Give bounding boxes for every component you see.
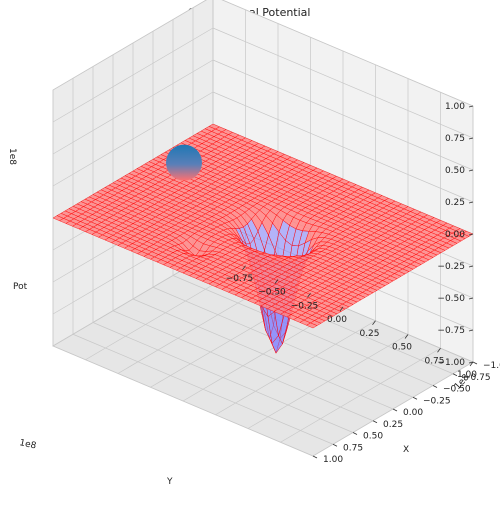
z-tick-mark xyxy=(468,265,474,268)
z-tick-mark xyxy=(468,105,474,108)
x-tick-label: 1.00 xyxy=(323,455,343,465)
z-tick-label: −0.75 xyxy=(437,326,465,336)
y-axis-label: Y xyxy=(166,477,173,487)
z-axis-ticks: −1.00 −0.75 −0.50 −0.25 0.00 0.25 0.50 0.75 1.00 xyxy=(437,102,474,368)
z-tick-label: 1.00 xyxy=(445,102,465,112)
y-tick-mark xyxy=(339,306,344,312)
x-tick-mark xyxy=(452,373,458,377)
z-tick-label: −0.25 xyxy=(437,262,465,272)
x-tick-label: −1.00 xyxy=(483,361,500,371)
y-tick-label: −0.25 xyxy=(291,301,319,311)
x-tick-mark xyxy=(392,408,398,412)
z-axis-label: Pot xyxy=(13,282,28,292)
x-tick-mark xyxy=(472,361,478,365)
mass-body xyxy=(166,144,202,181)
y-tick-label: 1.00 xyxy=(457,370,477,380)
y-tick-label: −0.75 xyxy=(226,274,254,284)
y-tick-mark xyxy=(404,334,409,339)
y-axis-ticks: −0.75 −0.50 −0.25 0.00 0.25 0.50 0.75 1.00 xyxy=(226,265,477,380)
x-tick-label: −0.75 xyxy=(463,373,491,383)
z-tick-mark xyxy=(468,361,474,364)
x-tick-mark xyxy=(372,420,378,424)
y-tick-mark xyxy=(437,348,441,353)
y-scale-label: 1e8 xyxy=(18,438,37,451)
x-tick-label: 0.00 xyxy=(403,408,423,418)
z-tick-label: −1.00 xyxy=(437,358,465,368)
y-tick-mark xyxy=(469,361,474,367)
z-tick-mark xyxy=(468,201,474,204)
x-tick-mark xyxy=(412,396,418,400)
y-tick-label: 0.25 xyxy=(359,329,379,339)
z-tick-label: 0.25 xyxy=(445,198,465,208)
x-tick-label: −0.25 xyxy=(423,396,451,406)
x-axis-label: X xyxy=(403,445,409,455)
z-tick-mark xyxy=(468,329,474,332)
z-tick-label: 0.00 xyxy=(445,230,465,240)
y-tick-mark xyxy=(274,279,279,284)
y-tick-label: −0.50 xyxy=(258,288,286,298)
y-tick-label: 0.50 xyxy=(392,343,412,353)
y-tick-label: 0.75 xyxy=(424,356,444,366)
y-tick-mark xyxy=(372,320,376,325)
y-tick-label: 0.00 xyxy=(327,315,347,325)
z-scale-label: 1e8 xyxy=(7,148,17,165)
x-tick-mark xyxy=(312,455,318,459)
z-tick-label: 0.50 xyxy=(445,166,465,176)
x-tick-label: 0.50 xyxy=(363,432,383,442)
x-tick-mark xyxy=(332,443,338,447)
y-tick-mark xyxy=(242,265,246,270)
x-tick-label: 0.75 xyxy=(343,443,363,453)
x-tick-label: 0.25 xyxy=(383,420,403,430)
x-tick-mark xyxy=(352,432,358,435)
z-tick-label: −0.50 xyxy=(437,294,465,304)
z-tick-label: 0.75 xyxy=(445,134,465,144)
z-tick-mark xyxy=(468,233,474,236)
z-tick-mark xyxy=(468,297,474,300)
z-tick-mark xyxy=(468,137,474,140)
x-axis-ticks: −1.00−0.75−0.50−0.250.000.250.500.751.00 xyxy=(312,361,500,465)
y-tick-mark xyxy=(307,293,311,298)
surface-cell xyxy=(306,322,318,329)
sphere-mark xyxy=(166,144,202,181)
x-tick-label: −0.50 xyxy=(443,385,471,395)
x-tick-mark xyxy=(432,385,438,388)
z-tick-mark xyxy=(468,169,474,172)
